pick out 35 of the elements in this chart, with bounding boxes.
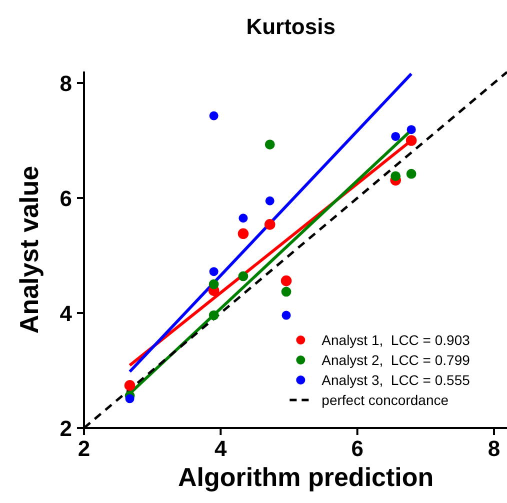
point <box>390 171 401 182</box>
x-tick-label: 4 <box>214 436 228 461</box>
point <box>209 267 218 276</box>
point <box>264 219 276 230</box>
point <box>238 214 248 223</box>
point <box>280 275 292 286</box>
y-tick-label: 2 <box>60 416 72 441</box>
point <box>209 111 218 120</box>
x-tick-label: 6 <box>351 436 364 461</box>
point <box>406 125 416 134</box>
legend-label: perfect concordance <box>322 392 449 408</box>
point <box>238 271 248 282</box>
point <box>281 286 292 297</box>
point <box>125 394 134 404</box>
point <box>264 140 275 150</box>
y-tick-label: 6 <box>60 186 72 211</box>
chart-title: Kurtosis <box>246 14 336 39</box>
point <box>238 228 249 240</box>
point <box>208 279 219 290</box>
point <box>265 196 274 206</box>
legend-label: Analyst 3, LCC = 0.555 <box>322 372 470 388</box>
point <box>208 310 219 320</box>
x-tick-label: 8 <box>488 436 500 461</box>
point <box>406 168 416 179</box>
point <box>391 132 400 141</box>
legend-label: Analyst 1, LCC = 0.903 <box>322 332 470 348</box>
point <box>282 310 291 320</box>
y-tick-label: 4 <box>60 301 73 326</box>
point <box>406 135 417 146</box>
x-tick-label: 2 <box>78 436 90 461</box>
y-tick-label: 8 <box>60 71 72 96</box>
point <box>124 380 136 391</box>
y-axis-title: Analyst value <box>14 166 44 334</box>
legend-label: Analyst 2, LCC = 0.799 <box>322 352 470 368</box>
x-axis-title: Algorithm prediction <box>178 462 434 492</box>
